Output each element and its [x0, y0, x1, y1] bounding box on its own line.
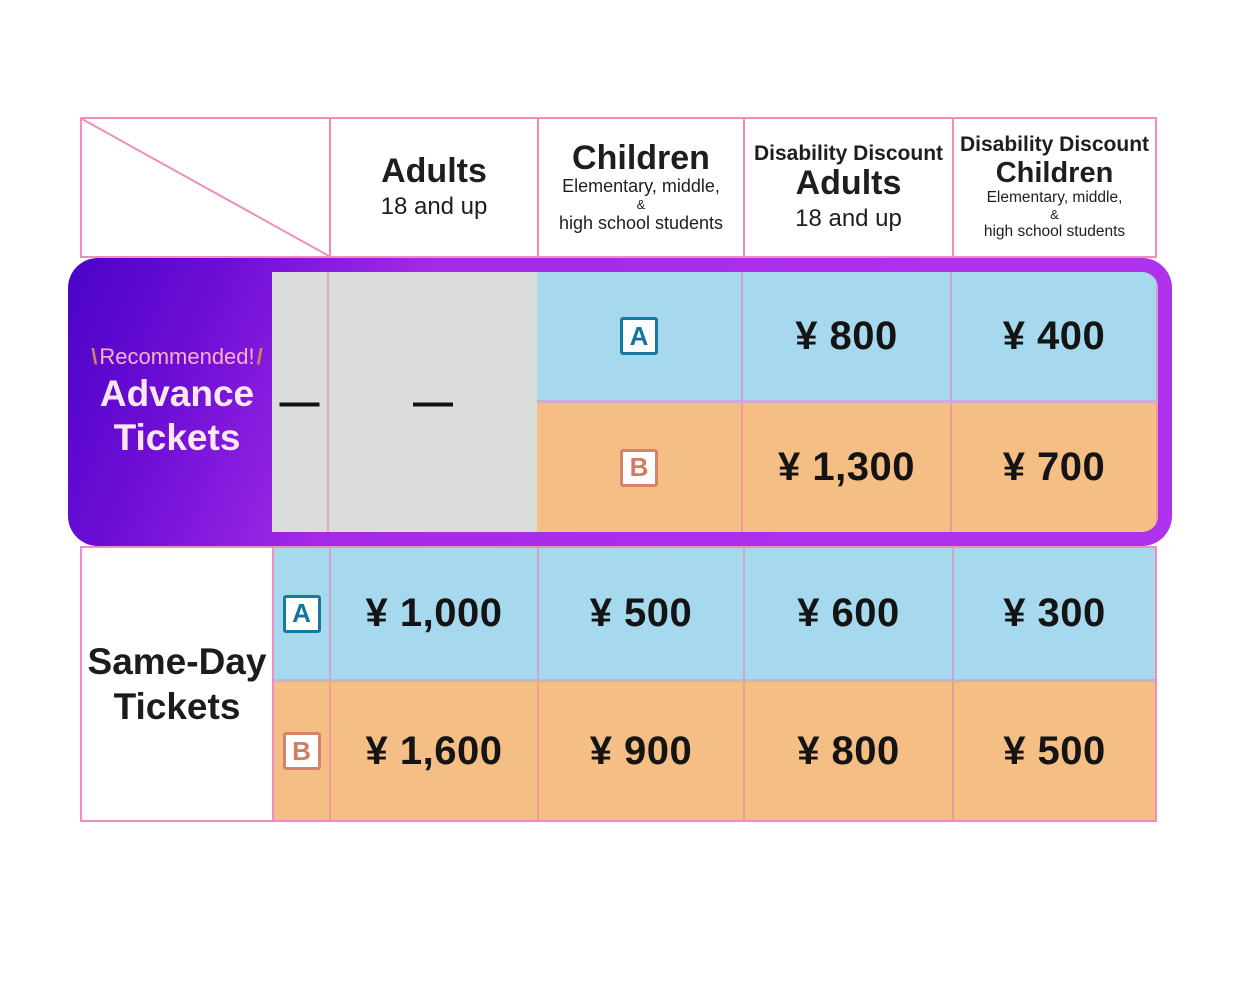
advance-row-b-badge-cell: B — [537, 403, 743, 532]
ticket-type-b-badge: B — [282, 732, 321, 770]
price-value: ¥ 600 — [797, 591, 900, 635]
advance-a-children-price-cell: ¥ 400 — [952, 272, 1158, 403]
advance-a-adults-price-cell: ¥ 800 — [743, 272, 952, 403]
advance-tickets-title-line1: Advance — [99, 373, 255, 415]
not-available-dash: — — [413, 379, 453, 424]
disability-children-subtitle-amp: & — [1050, 207, 1059, 223]
children-subtitle-amp: & — [636, 196, 646, 212]
same-day-a-children-price-cell: ¥ 500 — [539, 548, 745, 682]
disability-children-subtitle-line2: high school students — [983, 222, 1126, 240]
same-day-price-grid: A ¥ 1,000 ¥ 500 ¥ 600 ¥ 300 B ¥ 1,600 ¥ … — [274, 548, 1155, 820]
advance-row-a-badge-cell: A — [537, 272, 743, 403]
same-day-b-disability-adults-price-cell: ¥ 800 — [745, 682, 954, 820]
advance-tickets-inner: \Recommended!/ Advance Tickets A ¥ 800 ¥… — [82, 272, 1158, 532]
header-corner-cell — [82, 119, 331, 256]
ticket-type-a-badge: A — [620, 317, 658, 355]
corner-diagonal-line — [82, 119, 329, 256]
same-day-b-disability-children-price-cell: ¥ 500 — [954, 682, 1155, 820]
same-day-tickets-title-line1: Same-Day — [87, 640, 267, 682]
children-title: Children — [572, 138, 710, 177]
price-value: ¥ 700 — [1002, 445, 1106, 489]
same-day-tickets-title-line2: Tickets — [113, 686, 241, 727]
header-row: Adults 18 and up Children Elementary, mi… — [80, 117, 1157, 258]
same-day-a-disability-adults-price-cell: ¥ 600 — [745, 548, 954, 682]
ticket-type-b-badge: B — [620, 448, 658, 487]
disability-adults-prefix: Disability Discount — [753, 141, 944, 165]
price-value: ¥ 1,300 — [778, 445, 915, 489]
disability-children-subtitle-line1: Elementary, middle, — [986, 189, 1123, 207]
adults-title: Adults — [381, 151, 487, 190]
column-header-disability-children: Disability Discount Children Elementary,… — [954, 119, 1155, 256]
ticket-type-a-badge: A — [282, 594, 321, 633]
advance-b-adults-price-cell: ¥ 1,300 — [743, 403, 952, 532]
same-day-a-disability-children-price-cell: ¥ 300 — [954, 548, 1155, 682]
price-value: ¥ 500 — [589, 591, 693, 635]
recommended-left-slash: \ — [91, 344, 98, 370]
price-value: ¥ 800 — [795, 313, 898, 358]
children-subtitle-line1: Elementary, middle, — [562, 176, 720, 197]
advance-tickets-label-cell: \Recommended!/ Advance Tickets — [82, 272, 272, 532]
column-header-disability-adults: Disability Discount Adults 18 and up — [745, 119, 954, 256]
price-value: ¥ 800 — [797, 728, 900, 773]
disability-children-title: Children — [995, 156, 1114, 189]
recommended-right-slash: / — [256, 344, 263, 370]
advance-price-grid: A ¥ 800 ¥ 400 — — B ¥ 1,300 — [272, 272, 1158, 532]
column-header-adults: Adults 18 and up — [331, 119, 539, 256]
price-value: ¥ 500 — [1003, 728, 1106, 773]
disability-children-prefix: Disability Discount — [959, 133, 1150, 157]
advance-disability-children-na-cell: — — [329, 272, 537, 532]
price-value: ¥ 400 — [1002, 313, 1106, 358]
advance-disability-adults-na-cell: — — [272, 272, 329, 532]
children-subtitle-line2: high school students — [558, 212, 724, 233]
same-day-b-adults-price-cell: ¥ 1,600 — [331, 682, 539, 820]
same-day-row-a-badge-cell: A — [274, 548, 331, 682]
same-day-b-children-price-cell: ¥ 900 — [539, 682, 745, 820]
price-value: ¥ 300 — [1003, 591, 1106, 635]
not-available-dash: — — [279, 379, 320, 424]
same-day-tickets-section: Same-Day Tickets A ¥ 1,000 ¥ 500 ¥ 600 ¥… — [80, 546, 1157, 822]
advance-tickets-section: \Recommended!/ Advance Tickets A ¥ 800 ¥… — [68, 258, 1172, 546]
price-value: ¥ 900 — [589, 728, 693, 773]
disability-adults-title: Adults — [795, 163, 902, 202]
advance-tickets-title-line2: Tickets — [113, 417, 241, 458]
advance-b-children-price-cell: ¥ 700 — [952, 403, 1158, 532]
price-value: ¥ 1,600 — [365, 728, 503, 773]
same-day-a-adults-price-cell: ¥ 1,000 — [331, 548, 539, 682]
adults-subtitle: 18 and up — [380, 193, 488, 221]
recommended-text: Recommended! — [99, 344, 255, 370]
disability-adults-subtitle: 18 and up — [795, 205, 902, 233]
same-day-row-b-badge-cell: B — [274, 682, 331, 820]
recommended-banner: \Recommended!/ — [89, 344, 265, 370]
same-day-tickets-label-cell: Same-Day Tickets — [82, 548, 274, 820]
price-value: ¥ 1,000 — [365, 591, 503, 635]
column-header-children: Children Elementary, middle, & high scho… — [539, 119, 745, 256]
